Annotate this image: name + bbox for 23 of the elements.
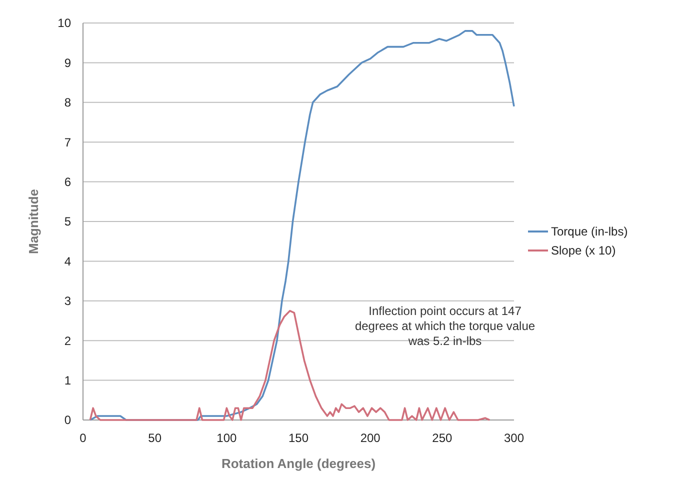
y-tick-label: 1	[64, 374, 72, 388]
y-tick-label: 0	[64, 413, 72, 428]
x-tick-label: 150	[288, 431, 309, 445]
x-tick-label: 0	[80, 431, 87, 445]
y-tick-label: 6	[64, 175, 72, 189]
x-tick-label: 100	[216, 431, 237, 445]
annotation: Inflection point occurs at 147 degrees at which the torque value was 5.2 in-lbs	[354, 304, 536, 348]
y-tick-label: 10	[58, 16, 72, 30]
y-tick-label: 3	[64, 294, 72, 308]
legend-label: Slope (x 10)	[551, 244, 616, 258]
y-tick-label: 9	[64, 56, 72, 70]
x-tick-label: 200	[360, 431, 381, 445]
y-tick-label: 7	[64, 135, 72, 150]
y-tick-label: 8	[64, 96, 72, 110]
x-tick-label: 50	[148, 431, 162, 445]
y-tick-label: 4	[64, 254, 72, 268]
y-tick-label: 2	[64, 334, 72, 348]
legend-label: Torque (in-lbs)	[551, 224, 628, 239]
x-tick-label: 250	[432, 431, 452, 445]
x-axis-title: Rotation Angle (degrees)	[221, 456, 376, 471]
y-tick-label: 5	[64, 214, 72, 229]
y-axis-title: Magnitude	[26, 189, 41, 254]
x-tick-label: 300	[504, 431, 524, 445]
